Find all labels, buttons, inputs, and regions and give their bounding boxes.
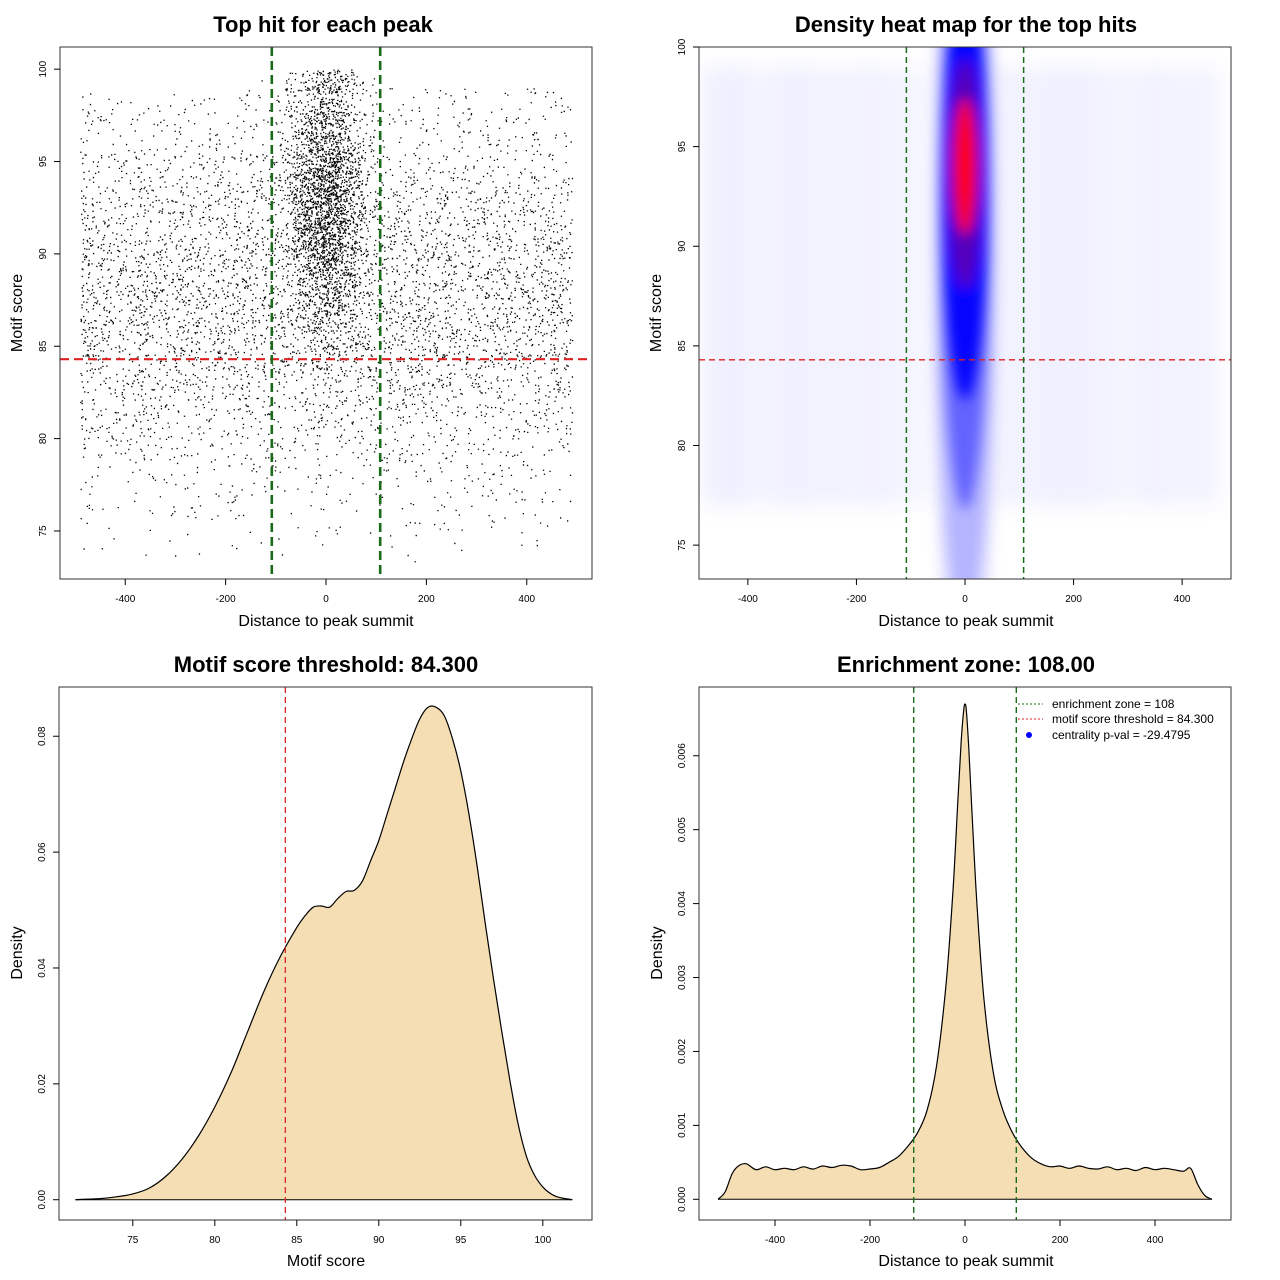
scatter-x-tick-label: 400 [518, 594, 535, 605]
panel-scatter: Top hit for each peak -400 -200 0 200 400 75… [9, 12, 593, 630]
score-density-y-tick-label: 0.06 [37, 842, 48, 862]
distance-density-x-label: Distance to peak summit [878, 1253, 1054, 1270]
heatmap-y-tick-label: 75 [677, 539, 688, 551]
distance-density-x-tick-label: 200 [1052, 1235, 1069, 1246]
score-density-x-label: Motif score [287, 1253, 365, 1270]
distance-density-x-tick-label: -400 [765, 1235, 785, 1246]
distance-density-title: Enrichment zone: 108.00 [837, 652, 1095, 677]
legend-enrichment-zone-label: enrichment zone = 108 [1052, 697, 1175, 711]
panel-score-density: Motif score threshold: 84.300 75 80 85 90 95… [9, 652, 593, 1270]
heatmap-x-axis: -400 -200 0 200 400 [738, 579, 1191, 605]
scatter-x-label: Distance to peak summit [238, 613, 414, 630]
score-density-area [75, 705, 573, 1200]
score-density-y-axis: 0.00 0.02 0.04 0.06 0.08 [37, 726, 59, 1209]
distance-density-y-label: Density [649, 926, 666, 979]
distance-density-y-tick-label: 0.001 [677, 1112, 688, 1137]
heatmap-y-tick-label: 85 [677, 340, 688, 352]
scatter-title: Top hit for each peak [213, 12, 433, 37]
distance-density-plot-area [717, 687, 1213, 1220]
heatmap-x-label: Distance to peak summit [878, 613, 1054, 630]
score-density-x-tick-label: 90 [373, 1235, 385, 1246]
scatter-y-tick-label: 95 [38, 156, 49, 168]
distance-density-y-tick-label: 0.004 [677, 891, 688, 916]
distance-density-area [718, 704, 1212, 1200]
heatmap-x-tick-label: -400 [738, 594, 758, 605]
distance-density-y-tick-label: 0.006 [677, 743, 688, 768]
scatter-y-label: Motif score [9, 274, 26, 352]
distance-density-y-axis: 0.000 0.001 0.002 0.003 0.004 0.005 0.006 [677, 743, 699, 1212]
scatter-y-axis: 75 80 85 90 95 100 [38, 60, 60, 537]
heatmap-x-tick-label: 0 [962, 594, 968, 605]
panel-distance-density: Enrichment zone: 108.00 -400 -200 0 200 400 … [649, 652, 1232, 1270]
heatmap-y-tick-label: 100 [677, 38, 688, 55]
heatmap-x-tick-label: 200 [1065, 594, 1082, 605]
heatmap-title: Density heat map for the top hits [795, 12, 1137, 37]
heatmap-y-tick-label: 80 [677, 440, 688, 452]
score-density-y-label: Density [9, 926, 26, 979]
legend-motif-threshold-label: motif score threshold = 84.300 [1052, 712, 1214, 726]
distance-density-y-tick-label: 0.005 [677, 817, 688, 842]
heatmap-y-axis: 75 80 85 90 95 100 [677, 38, 699, 551]
score-density-frame [58, 686, 593, 1221]
scatter-y-tick-label: 85 [38, 340, 49, 352]
scatter-plot-area [60, 47, 592, 579]
score-density-title: Motif score threshold: 84.300 [174, 652, 478, 677]
panel-heatmap: Density heat map for the top hits -400 -2… [648, 12, 1232, 630]
scatter-x-tick-label: 0 [323, 594, 329, 605]
distance-density-y-tick-label: 0.003 [677, 965, 688, 990]
scatter-y-tick-label: 75 [38, 525, 49, 537]
scatter-x-tick-label: -400 [115, 594, 135, 605]
heatmap-peak [931, 47, 999, 579]
score-density-y-tick-label: 0.04 [37, 958, 48, 978]
scatter-x-tick-label: -200 [216, 594, 236, 605]
distance-density-x-tick-label: 0 [962, 1235, 968, 1246]
distance-density-legend: enrichment zone = 108 motif score thresh… [1018, 697, 1214, 742]
score-density-x-axis: 75 80 85 90 95 100 [127, 1220, 552, 1246]
score-density-y-tick-label: 0.00 [37, 1190, 48, 1210]
score-density-x-tick-label: 95 [455, 1235, 467, 1246]
scatter-y-tick-label: 90 [38, 248, 49, 260]
heatmap-background-density [701, 66, 1220, 506]
score-density-x-tick-label: 85 [291, 1235, 303, 1246]
distance-density-x-tick-label: -200 [860, 1235, 880, 1246]
heatmap-x-tick-label: -200 [846, 594, 866, 605]
heatmap-y-label: Motif score [648, 274, 665, 352]
heatmap-plot-area [699, 47, 1231, 579]
legend-centrality-point [1026, 732, 1032, 738]
score-density-x-tick-label: 80 [209, 1235, 221, 1246]
score-density-plot-area [75, 687, 573, 1220]
heatmap-y-tick-label: 90 [677, 240, 688, 252]
scatter-points [80, 69, 574, 563]
scatter-x-tick-label: 200 [418, 594, 435, 605]
score-density-x-tick-label: 100 [534, 1235, 551, 1246]
legend-centrality-label: centrality p-val = -29.4795 [1052, 728, 1191, 742]
scatter-y-tick-label: 80 [38, 433, 49, 445]
score-density-y-tick-label: 0.02 [37, 1074, 48, 1094]
scatter-x-axis: -400 -200 0 200 400 [115, 579, 536, 605]
distance-density-x-axis: -400 -200 0 200 400 [765, 1220, 1164, 1246]
score-density-x-tick-label: 75 [127, 1235, 139, 1246]
distance-density-x-tick-label: 400 [1147, 1235, 1164, 1246]
distance-density-y-tick-label: 0.000 [677, 1186, 688, 1211]
distance-density-y-tick-label: 0.002 [677, 1039, 688, 1064]
scatter-y-tick-label: 100 [38, 60, 49, 77]
score-density-y-tick-label: 0.08 [37, 726, 48, 746]
heatmap-y-tick-label: 95 [677, 141, 688, 153]
distance-density-curve [717, 703, 1213, 1200]
score-density-curve [75, 705, 573, 1201]
heatmap-x-tick-label: 400 [1174, 594, 1191, 605]
